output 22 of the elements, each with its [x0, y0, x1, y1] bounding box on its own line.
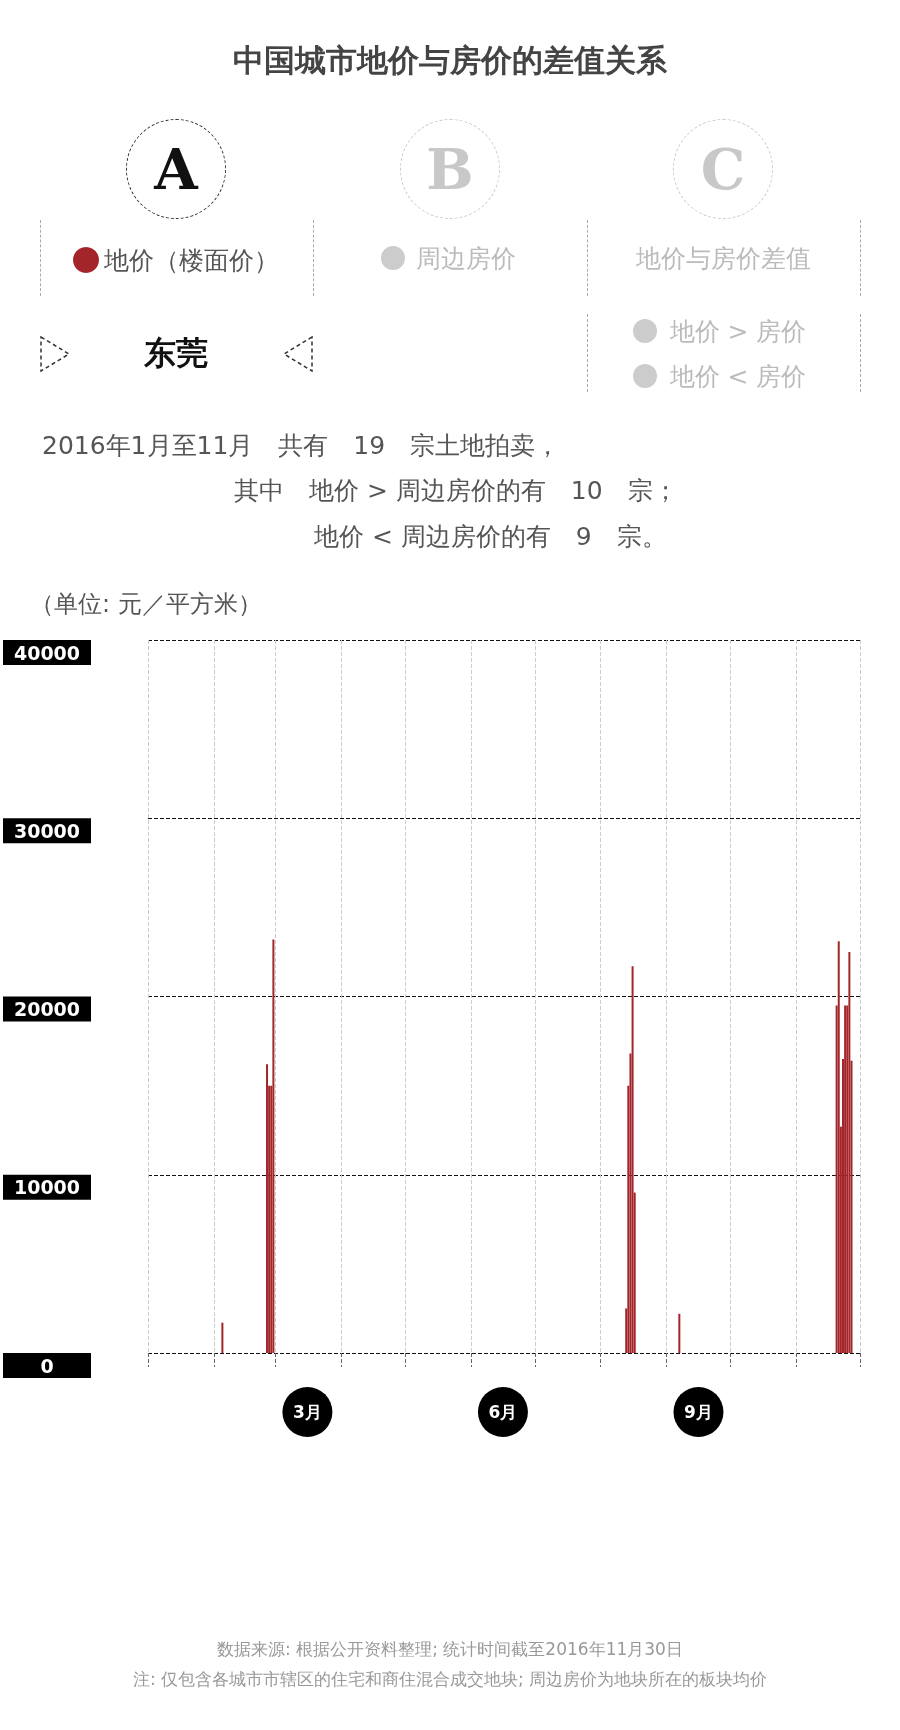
- y-tick-label: 0: [40, 1354, 54, 1377]
- text: 其中 地价 > 周边房价的有 10 宗；: [234, 475, 678, 505]
- y-axis-title: （单位: 元／平方米）: [30, 590, 262, 618]
- y-tick-label: 30000: [13, 819, 81, 842]
- legend-label: 地价（楼面价）: [103, 245, 279, 275]
- source-note: 数据来源: 根据公开资料整理; 统计时间截至2016年11月30日: [217, 1639, 683, 1659]
- y-tick-label: 10000: [13, 1176, 81, 1199]
- x-tick-label: 6月: [488, 1402, 518, 1422]
- y-tick-label: 20000: [13, 998, 81, 1020]
- chart-title: 中国城市地价与房价的差值关系: [233, 41, 668, 78]
- text: 注: 仅包含各城市市辖区的住宅和商住混合成交地块; 周边房价为地块所在的板块均价: [132, 1669, 768, 1689]
- y-tick-label: 40000: [13, 641, 81, 664]
- text: 地价 < 周边房价的有 9 宗。: [313, 521, 667, 551]
- text: 地价与房价差值: [634, 243, 811, 273]
- text: 东莞: [143, 334, 208, 372]
- text: A: [153, 136, 200, 202]
- text: 地价 > 房价: [668, 316, 807, 346]
- text: 地价 < 房价: [668, 361, 807, 391]
- text: 周边房价: [416, 243, 516, 273]
- text: 2016年1月至11月 共有 19 宗土地拍卖，: [42, 430, 561, 460]
- x-tick-label: 9月: [684, 1402, 713, 1422]
- x-tick-label: 3月: [292, 1402, 322, 1422]
